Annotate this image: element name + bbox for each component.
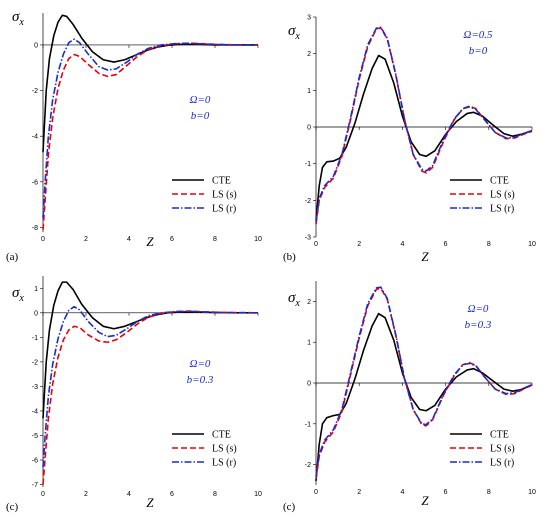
y-tick-label: -2 — [305, 198, 311, 205]
series-line-lss — [42, 42, 259, 230]
x-tick-label: 4 — [400, 489, 404, 496]
legend-label: LS (s) — [212, 444, 237, 455]
series-line-cte — [42, 14, 258, 153]
x-tick-label: 6 — [170, 236, 174, 243]
x-tick-label: 10 — [254, 236, 262, 243]
x-axis-label: Z — [146, 234, 154, 249]
y-tick-label: 0 — [307, 125, 311, 132]
parameter-annotation: Ω=0.5 — [463, 29, 493, 41]
y-tick-label: -4 — [32, 408, 38, 415]
legend-label: CTE — [212, 176, 231, 187]
series-line-lsr — [315, 286, 533, 477]
y-axis-label: σx — [288, 290, 300, 309]
y-axis-label: σx — [12, 9, 24, 28]
x-tick-label: 2 — [84, 236, 88, 243]
x-tick-label: 0 — [314, 489, 318, 496]
y-tick-label: -4 — [32, 134, 38, 141]
x-tick-label: 8 — [213, 236, 217, 243]
y-tick-label: -2 — [32, 359, 38, 366]
y-axis-label: σx — [288, 23, 300, 42]
y-tick-label: -8 — [32, 225, 38, 232]
legend-label: LS (r) — [212, 204, 236, 215]
legend-label: LS (r) — [212, 458, 236, 469]
panel-label: (a) — [6, 251, 19, 263]
y-tick-label: -2 — [32, 88, 38, 95]
y-tick-label: 1 — [307, 88, 311, 95]
y-tick-label: -3 — [32, 384, 38, 391]
x-tick-label: 0 — [314, 241, 318, 248]
y-tick-label: -7 — [32, 482, 38, 489]
y-tick-label: 0 — [307, 381, 311, 388]
x-tick-label: 2 — [357, 241, 361, 248]
x-tick-label: 6 — [444, 489, 448, 496]
x-tick-label: 0 — [41, 236, 45, 243]
legend-label: LS (s) — [490, 444, 515, 455]
series-line-cte — [315, 312, 533, 481]
x-tick-label: 6 — [444, 241, 448, 248]
x-tick-label: 8 — [487, 241, 491, 248]
y-tick-label: 1 — [34, 286, 38, 293]
y-tick-label: 0 — [34, 310, 38, 317]
x-tick-label: 8 — [213, 491, 217, 498]
legend-label: CTE — [490, 430, 509, 441]
x-tick-label: 10 — [254, 491, 262, 498]
y-tick-label: -1 — [32, 335, 38, 342]
x-tick-label: 10 — [528, 489, 536, 496]
x-tick-label: 8 — [487, 489, 491, 496]
panel-3: 0 2 4 6 8 10 -7 -6 -5 -4 -3 -2 -1 0 1 σx Z (c) Ω=0 b=0.3 CTE… — [6, 276, 262, 513]
legend-label: LS (r) — [490, 458, 514, 469]
parameter-annotation: Ω=0 — [190, 94, 211, 106]
parameter-annotation: b=0.3 — [465, 319, 492, 331]
panel-label: (c) — [6, 501, 19, 513]
panel-label: (b) — [283, 251, 296, 263]
y-axis-label: σx — [12, 285, 24, 304]
parameter-annotation: Ω=0 — [468, 303, 489, 315]
legend-label: CTE — [490, 176, 509, 187]
x-axis-label: Z — [421, 493, 429, 508]
series-line-lsr — [42, 305, 259, 468]
panel-label: (c) — [283, 501, 296, 513]
y-tick-label: -2 — [305, 462, 311, 469]
legend-label: LS (s) — [490, 190, 515, 201]
x-tick-label: 2 — [84, 491, 88, 498]
x-tick-label: 6 — [170, 491, 174, 498]
parameter-annotation: Ω=0 — [190, 358, 211, 370]
y-tick-label: -3 — [305, 235, 311, 242]
legend-label: CTE — [212, 430, 231, 441]
y-tick-label: 0 — [34, 42, 38, 49]
parameter-annotation: b=0 — [191, 110, 210, 122]
y-tick-label: -5 — [32, 433, 38, 440]
y-tick-label: 1 — [307, 340, 311, 347]
legend-label: LS (s) — [212, 190, 237, 201]
x-tick-label: 2 — [357, 489, 361, 496]
y-tick-label: 2 — [307, 51, 311, 58]
legend-label: LS (r) — [490, 204, 514, 215]
y-tick-label: -1 — [305, 421, 311, 428]
y-tick-label: 2 — [307, 299, 311, 306]
x-axis-label: Z — [146, 495, 154, 510]
x-tick-label: 4 — [127, 236, 131, 243]
y-tick-label: -6 — [32, 458, 38, 465]
series-line-cte — [42, 281, 258, 419]
panel-4: 0 2 4 6 8 10 -2 -1 0 1 2 σx Z (c) Ω=0 b=0.3 CTE LS (s) LS … — [283, 281, 536, 513]
parameter-annotation: b=0 — [469, 45, 488, 57]
y-tick-label: -1 — [305, 161, 311, 168]
x-tick-label: 4 — [400, 241, 404, 248]
x-axis-label: Z — [421, 249, 429, 264]
panel-2: 0 2 4 6 8 10 -3 -2 -1 0 1 2 3 σx Z (b) Ω=0.5 b=0 CTE LS (s)… — [283, 15, 536, 265]
series-line-lsr — [315, 26, 533, 223]
parameter-annotation: b=0.3 — [187, 374, 214, 386]
series-line-lsr — [42, 38, 259, 219]
y-tick-label: 3 — [307, 15, 311, 22]
x-tick-label: 0 — [41, 491, 45, 498]
x-tick-label: 10 — [528, 241, 536, 248]
panel-1: 0 2 4 6 8 10 -8 -6 -4 -2 0 σx Z (a) Ω=0 b=0 CTE LS (s) LS … — [6, 9, 262, 263]
y-tick-label: -6 — [32, 179, 38, 186]
x-tick-label: 4 — [127, 491, 131, 498]
